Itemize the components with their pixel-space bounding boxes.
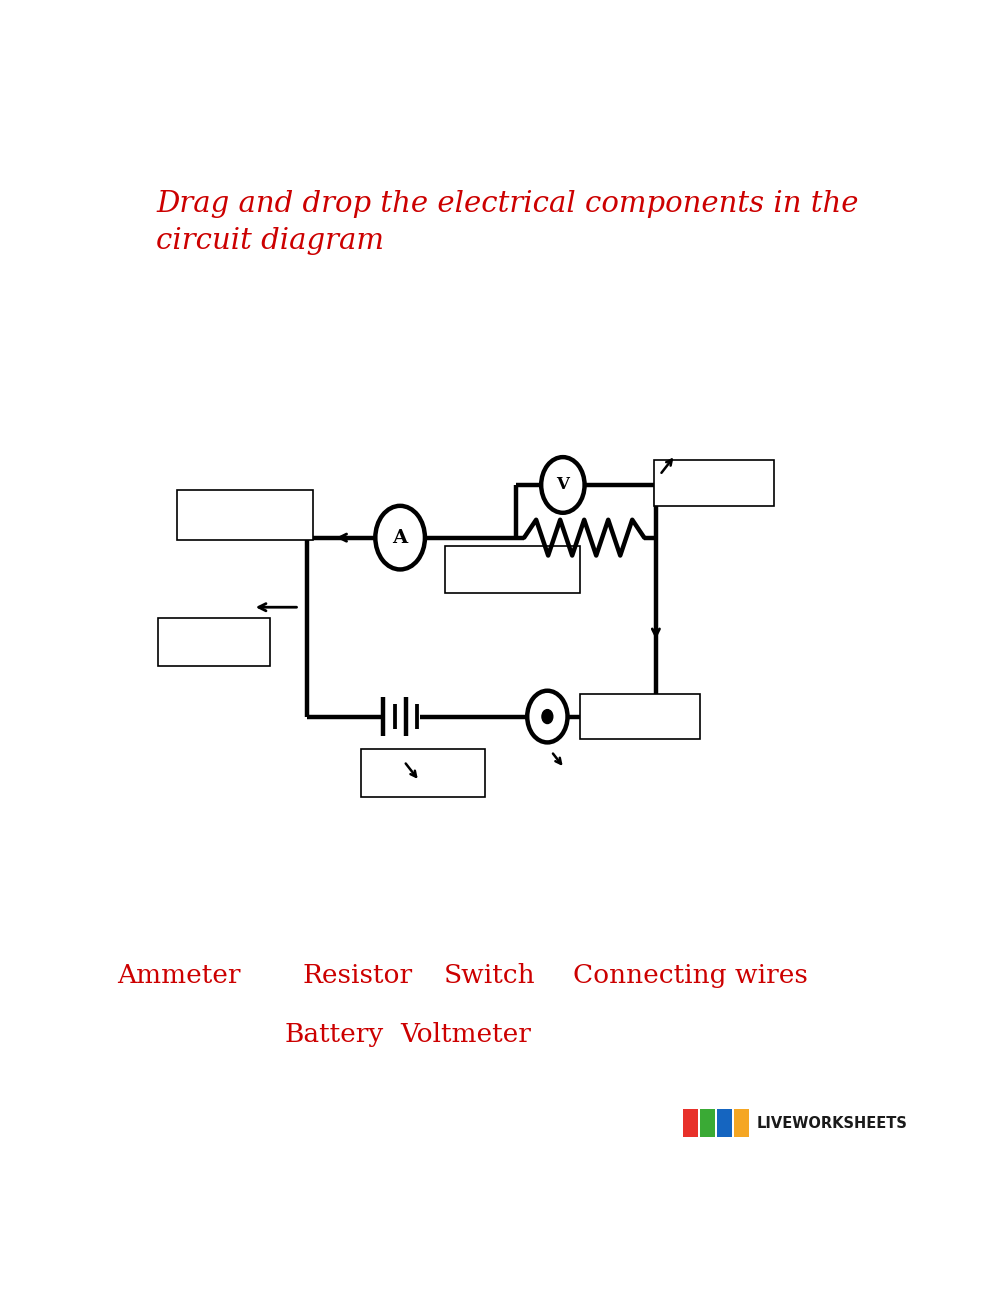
Circle shape (527, 691, 568, 742)
Bar (158, 618, 270, 666)
FancyBboxPatch shape (717, 1109, 732, 1137)
Text: Switch: Switch (443, 963, 535, 988)
FancyBboxPatch shape (683, 1109, 698, 1137)
Text: Ammeter: Ammeter (118, 963, 241, 988)
Text: A: A (393, 528, 408, 546)
Text: Drag and drop the electrical components in the
circuit diagram: Drag and drop the electrical components … (156, 190, 858, 254)
Bar (654, 460, 774, 506)
FancyBboxPatch shape (700, 1109, 715, 1137)
Bar (580, 693, 700, 740)
Text: Voltmeter: Voltmeter (401, 1022, 531, 1047)
Text: V: V (556, 476, 569, 493)
Bar (177, 489, 313, 540)
Circle shape (542, 710, 553, 723)
Text: Resistor: Resistor (302, 963, 413, 988)
Circle shape (375, 506, 425, 569)
FancyBboxPatch shape (734, 1109, 749, 1137)
Bar (361, 749, 485, 797)
Circle shape (541, 457, 585, 513)
Text: Connecting wires: Connecting wires (573, 963, 808, 988)
Bar (445, 546, 580, 594)
Text: Battery: Battery (285, 1022, 384, 1047)
Text: LIVEWORKSHEETS: LIVEWORKSHEETS (757, 1115, 908, 1131)
